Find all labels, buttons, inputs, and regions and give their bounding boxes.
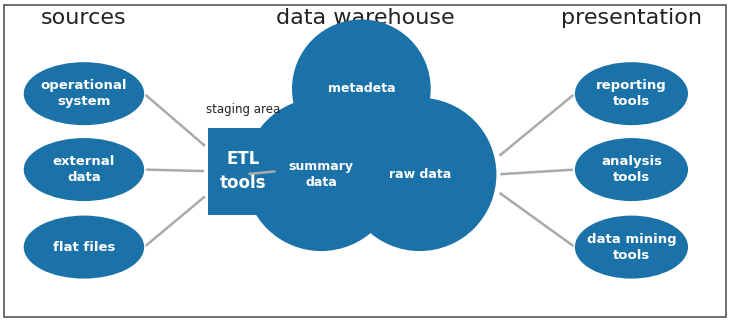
Ellipse shape xyxy=(575,62,688,125)
Text: analysis
tools: analysis tools xyxy=(601,155,662,184)
Text: summary
data: summary data xyxy=(288,160,354,189)
FancyBboxPatch shape xyxy=(208,128,277,215)
Ellipse shape xyxy=(292,19,431,158)
Text: ETL
tools: ETL tools xyxy=(220,151,266,192)
Ellipse shape xyxy=(343,98,496,251)
Text: flat files: flat files xyxy=(53,241,115,254)
Text: sources: sources xyxy=(41,8,127,28)
Text: reporting
tools: reporting tools xyxy=(596,79,666,108)
Text: staging area: staging area xyxy=(206,103,280,116)
Text: operational
system: operational system xyxy=(41,79,127,108)
Text: data warehouse: data warehouse xyxy=(276,8,454,28)
Ellipse shape xyxy=(245,98,398,251)
Text: presentation: presentation xyxy=(561,8,702,28)
Ellipse shape xyxy=(575,216,688,278)
Text: data mining
tools: data mining tools xyxy=(587,233,676,262)
Text: external
data: external data xyxy=(53,155,115,184)
Ellipse shape xyxy=(23,62,145,125)
Text: metadeta: metadeta xyxy=(328,82,395,95)
Ellipse shape xyxy=(575,138,688,201)
Text: raw data: raw data xyxy=(388,168,451,181)
Ellipse shape xyxy=(23,216,145,278)
Ellipse shape xyxy=(23,138,145,201)
